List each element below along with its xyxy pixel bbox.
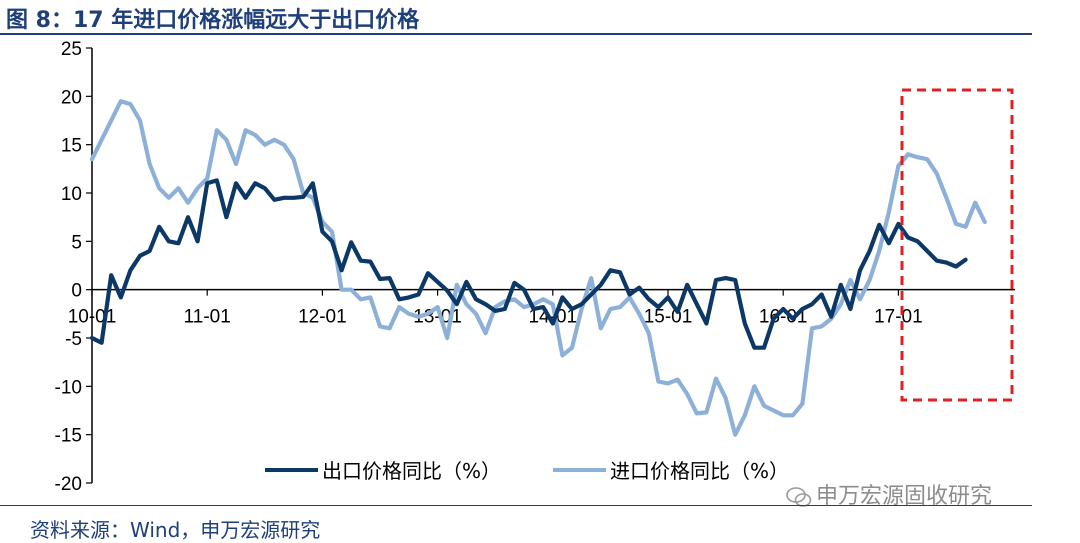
x-tick-label: 11-01 bbox=[184, 307, 231, 328]
y-tick-label: 5 bbox=[71, 232, 82, 253]
figure-title: 图 8：17 年进口价格涨幅远大于出口价格 bbox=[6, 8, 420, 33]
y-tick-label: 15 bbox=[61, 136, 82, 157]
y-tick-label: -5 bbox=[65, 329, 82, 350]
x-tick-label: 12-01 bbox=[298, 307, 347, 328]
y-tick-label: 25 bbox=[61, 39, 82, 60]
x-tick-label: 17-01 bbox=[874, 307, 923, 328]
series-line-import bbox=[89, 99, 987, 437]
legend-label-import: 进口价格同比（%） bbox=[610, 459, 789, 483]
series-lines bbox=[89, 99, 987, 437]
y-tick-label: 10 bbox=[61, 184, 82, 205]
y-tick-label: 0 bbox=[71, 281, 82, 302]
y-tick-label: -20 bbox=[55, 474, 82, 495]
title-rule bbox=[0, 33, 1032, 35]
x-tick-label: 10-01 bbox=[68, 307, 117, 328]
source-note: 资料来源：Wind，申万宏源研究 bbox=[30, 518, 321, 542]
x-tick-label: 14-01 bbox=[528, 307, 577, 328]
y-tick-label: 20 bbox=[61, 87, 82, 108]
x-tick-label: 15-01 bbox=[644, 307, 693, 328]
x-axis: 10-01 11-01 12-01 13-01 14-01 15-01 16-01 17-01 bbox=[68, 288, 1015, 328]
series-line-export bbox=[89, 178, 968, 350]
wechat-icon bbox=[786, 487, 812, 507]
y-tick-label: -15 bbox=[55, 426, 82, 447]
watermark: 申万宏源固收研究 bbox=[786, 478, 992, 510]
legend-label-export: 出口价格同比（%） bbox=[322, 459, 501, 483]
y-tick-label: -10 bbox=[55, 377, 82, 398]
footer-rule bbox=[0, 505, 1032, 506]
y-axis: 25 20 15 10 5 0 -5 -10 -15 -20 bbox=[55, 39, 93, 495]
legend: 出口价格同比（%） 进口价格同比（%） bbox=[265, 459, 789, 483]
watermark-text: 申万宏源固收研究 bbox=[816, 484, 993, 509]
